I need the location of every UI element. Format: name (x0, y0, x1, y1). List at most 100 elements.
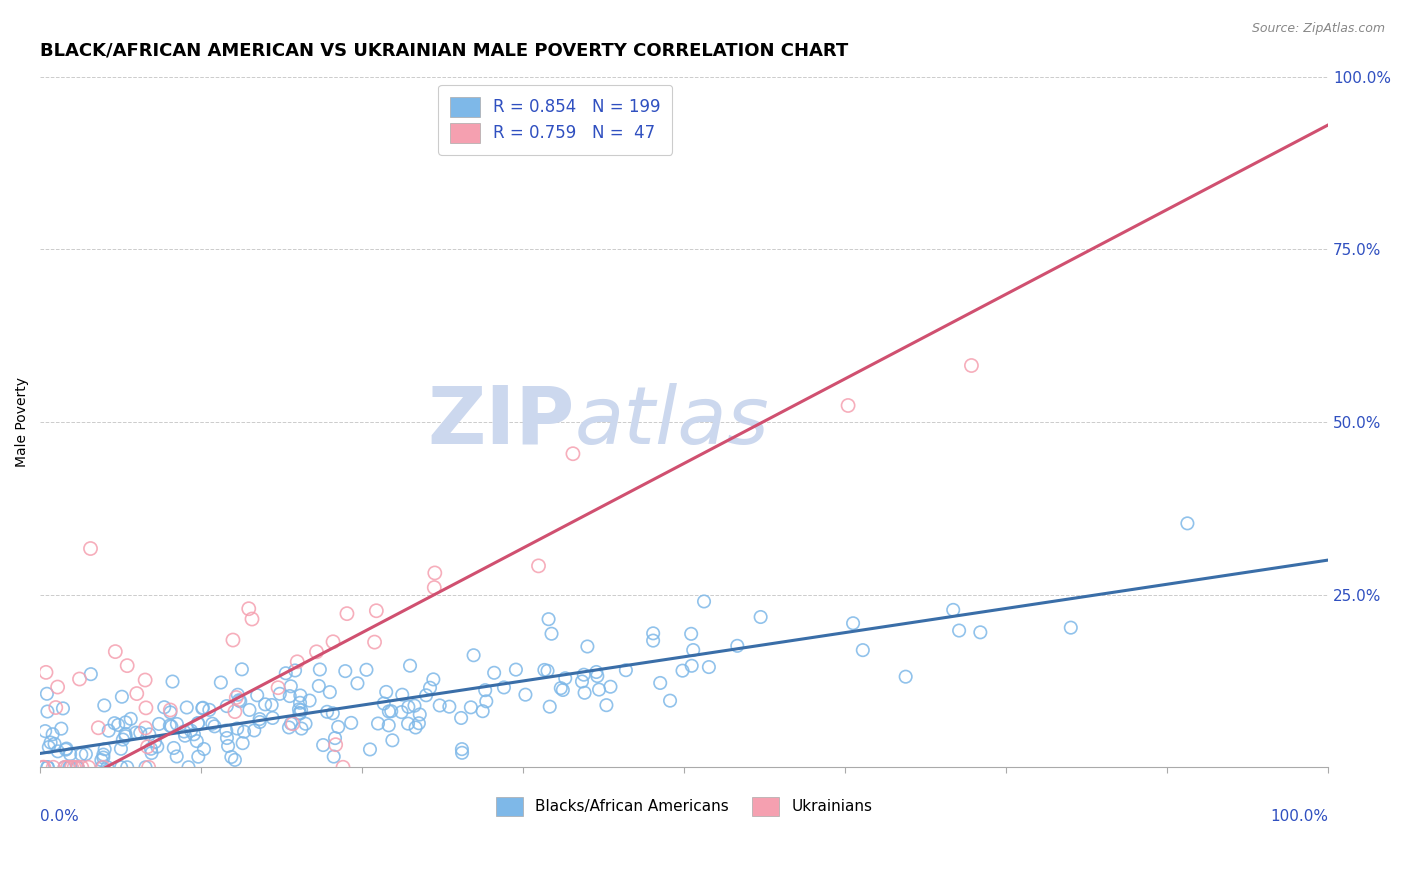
Point (290, 689, 312, 703)
Point (66, 760, 89, 774)
Point (537, 612, 560, 626)
Point (114, 727, 136, 741)
Point (243, 723, 266, 738)
Point (363, 635, 385, 649)
Point (143, 735, 166, 749)
Point (298, 693, 321, 707)
Point (125, 725, 148, 739)
Point (129, 726, 152, 740)
Point (75, 747, 97, 761)
Point (405, 721, 427, 735)
Point (340, 715, 363, 730)
Point (538, 699, 561, 714)
Point (204, 719, 226, 733)
Point (229, 694, 252, 708)
Point (80, 667, 103, 681)
Point (290, 722, 312, 736)
Text: 0.0%: 0.0% (41, 809, 79, 823)
Point (367, 716, 389, 731)
Point (366, 604, 388, 618)
Point (138, 760, 160, 774)
Point (135, 701, 157, 715)
Point (93, 698, 115, 713)
Point (960, 359, 983, 373)
Point (415, 688, 437, 702)
Point (58, 760, 80, 774)
Point (650, 676, 672, 690)
Point (153, 700, 176, 714)
Point (554, 671, 576, 685)
Point (231, 662, 253, 676)
Point (450, 711, 472, 725)
Point (198, 703, 221, 717)
Point (53, 760, 76, 774)
Point (215, 723, 238, 738)
Point (51, 722, 73, 736)
Point (38, 740, 60, 755)
Point (173, 724, 195, 739)
Point (228, 693, 250, 707)
Point (422, 673, 444, 687)
Point (66, 760, 89, 774)
Point (222, 633, 245, 648)
Point (63, 760, 86, 774)
Point (572, 667, 595, 681)
Point (46, 680, 69, 694)
Point (187, 716, 209, 731)
Point (79, 541, 101, 556)
Point (110, 760, 132, 774)
Point (136, 739, 159, 754)
Point (107, 718, 129, 732)
Point (93, 750, 115, 764)
Point (111, 732, 134, 747)
Point (492, 681, 515, 695)
Point (396, 699, 419, 714)
Point (224, 753, 246, 767)
Point (474, 683, 496, 698)
Point (280, 679, 302, 693)
Point (322, 634, 344, 648)
Point (294, 716, 316, 731)
Point (246, 688, 269, 702)
Point (359, 742, 381, 756)
Point (305, 645, 328, 659)
Point (375, 685, 398, 699)
Point (215, 699, 238, 714)
Point (527, 558, 550, 573)
Point (969, 625, 991, 640)
Point (323, 731, 346, 745)
Point (46, 744, 69, 758)
Point (159, 718, 181, 732)
Point (159, 703, 181, 717)
Point (93, 742, 115, 756)
Point (111, 690, 134, 704)
Point (697, 660, 720, 674)
Point (162, 674, 184, 689)
Point (191, 700, 214, 714)
Point (238, 601, 260, 615)
Point (288, 702, 311, 716)
Point (571, 674, 593, 689)
Point (419, 681, 441, 695)
Point (328, 720, 350, 734)
Point (35, 665, 58, 680)
Point (44, 737, 66, 751)
Point (482, 665, 505, 680)
Point (332, 760, 354, 774)
Point (671, 664, 693, 678)
Point (70, 747, 93, 762)
Point (288, 696, 311, 710)
Point (55, 742, 77, 756)
Point (120, 712, 142, 726)
Point (451, 742, 474, 756)
Point (460, 700, 482, 714)
Point (278, 689, 301, 703)
Point (42, 760, 65, 774)
Point (585, 665, 607, 679)
Point (77, 760, 100, 774)
Point (285, 655, 308, 669)
Point (191, 701, 214, 715)
Point (325, 738, 347, 752)
Point (69, 672, 91, 686)
Point (39, 735, 62, 749)
